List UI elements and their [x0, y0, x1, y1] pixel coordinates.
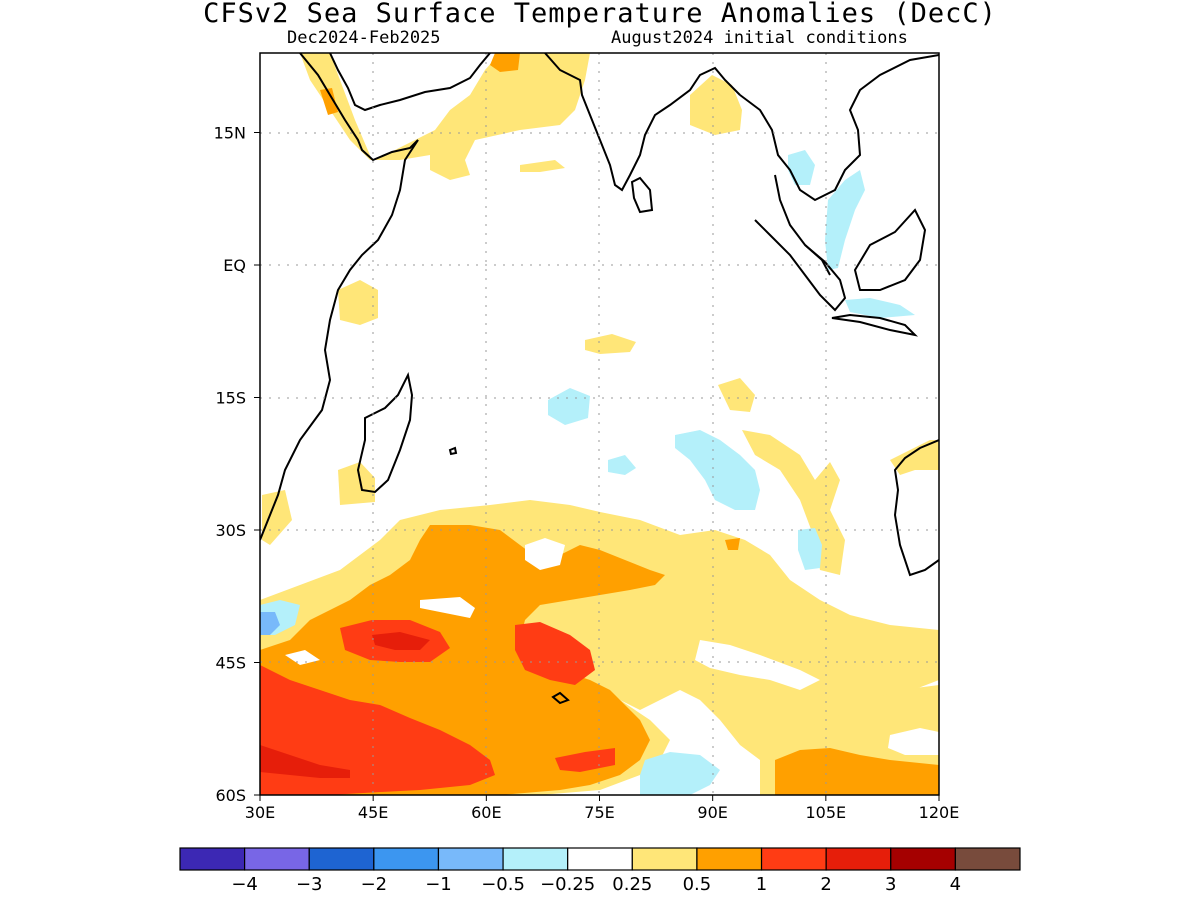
colorbar-label: −0.5: [481, 874, 525, 895]
anomaly-region-east-tropics: [718, 378, 755, 412]
anomaly-region-cool-1: [548, 388, 590, 425]
y-tick-label: 15N: [214, 124, 246, 143]
anomaly-region-cool-2: [608, 455, 636, 475]
anomaly-hole-4: [888, 728, 939, 755]
anomaly-region-arabian-sea: [300, 53, 590, 180]
colorbar-swatch: [437, 847, 504, 871]
anomaly-region-mozambique: [262, 490, 292, 545]
colorbar-label: −2: [361, 874, 388, 895]
colorbar-swatch: [760, 847, 827, 871]
anomaly-region-east-africa: [338, 280, 378, 325]
coastline-island-reunion: [448, 446, 458, 456]
colorbar-swatch: [825, 847, 892, 871]
coastline-sri-lanka: [630, 176, 654, 214]
coastline-malay-peninsula: [774, 174, 831, 276]
y-tick-label: 15S: [215, 389, 246, 408]
anomaly-region-bay-of-bengal: [690, 75, 742, 135]
x-tick-label: 75E: [584, 803, 614, 822]
anomaly-region-cool-3: [675, 430, 760, 510]
coastlines: [260, 53, 939, 705]
y-tick-label: EQ: [223, 256, 246, 275]
colorbar-swatch: [890, 847, 956, 871]
colorbar: −4 −3 −2 −1 −0.5 −0.25 0.25 0.5 1 2 3 4: [179, 847, 1021, 895]
colorbar-label: 0.25: [612, 874, 652, 895]
forecast-period: Dec2024-Feb2025: [287, 28, 441, 48]
anomaly-region-cool-andaman: [788, 150, 815, 185]
anomaly-region-cool-south: [640, 752, 720, 795]
colorbar-label: 4: [950, 874, 961, 895]
anomaly-region-arabian-sea-warm: [320, 53, 520, 115]
colorbar-swatch: [696, 847, 763, 871]
anomaly-hole-3: [285, 650, 320, 665]
colorbar-swatch: [567, 847, 633, 871]
x-tick-label: 60E: [471, 803, 501, 822]
anomaly-region-north-strip: [520, 160, 565, 172]
anomaly-region-central: [585, 334, 636, 354]
x-tick-label: 120E: [919, 803, 960, 822]
colorbar-label: 3: [885, 874, 896, 895]
colorbar-swatch: [373, 847, 440, 871]
anomaly-region-orange-patch: [725, 538, 740, 550]
colorbar-label: −1: [425, 874, 452, 895]
colorbar-label: 1: [756, 874, 767, 895]
colorbar-swatch: [502, 847, 569, 871]
colorbar-swatch: [631, 847, 698, 871]
anomaly-hole-5: [695, 640, 820, 690]
colorbar-swatch: [308, 847, 375, 871]
colorbar-label: 0.5: [683, 874, 712, 895]
coastline-sumatra: [754, 219, 847, 312]
anomaly-region-cool-sumatra: [825, 170, 865, 270]
anomaly-hole-2: [420, 597, 475, 618]
anomaly-region-west-australia: [890, 440, 939, 475]
coastline-southeast-asia: [739, 54, 939, 202]
anomaly-region-cool-4: [798, 528, 822, 570]
anomaly-hole-1: [525, 538, 565, 570]
coastline-africa: [260, 53, 419, 541]
anomaly-region-cool-java: [845, 298, 915, 318]
anomaly-region-dark-red-1: [372, 632, 430, 650]
colorbar-label: −0.25: [540, 874, 595, 895]
coastline-australia: [893, 439, 939, 577]
map-title: CFSv2 Sea Surface Temperature Anomalies …: [203, 0, 997, 29]
colorbar-label: 2: [820, 874, 831, 895]
anomaly-field: [260, 53, 939, 795]
coastline-java: [831, 313, 919, 337]
colorbar-label: −4: [231, 874, 258, 895]
x-tick-label: 30E: [245, 803, 275, 822]
x-tick-label: 90E: [697, 803, 727, 822]
anomaly-region-red-patch-3: [555, 748, 615, 772]
colorbar-swatch: [244, 847, 310, 871]
colorbar-label: −3: [296, 874, 323, 895]
colorbar-swatch: [954, 847, 1021, 871]
anomaly-region-southwest-red: [260, 665, 495, 795]
anomaly-region-red-patch-2: [515, 622, 595, 685]
x-tick-label: 105E: [806, 803, 847, 822]
anomaly-region-madagascar-south: [338, 462, 375, 505]
x-tick-label: 45E: [358, 803, 388, 822]
anomaly-region-mid-blue: [260, 612, 280, 635]
colorbar-swatch: [179, 847, 246, 871]
anomaly-region-east-orange: [775, 748, 939, 795]
coastline-arabia: [329, 53, 491, 112]
grid-lines: [260, 53, 939, 795]
initial-conditions: August2024 initial conditions: [611, 28, 908, 48]
coastline-borneo: [853, 208, 927, 291]
coastline-island-kerguelen: [551, 691, 570, 705]
coastline-madagascar: [356, 371, 414, 494]
y-tick-label: 45S: [215, 654, 246, 673]
anomaly-region-dark-red-2: [260, 745, 350, 778]
y-tick-label: 60S: [215, 786, 246, 805]
coastline-india: [544, 53, 741, 192]
axis-ticks: 30E 45E 60E 75E 90E 105E 120E 15N EQ 15S 30S 45S 60S: [214, 124, 960, 823]
y-tick-label: 30S: [215, 521, 246, 540]
